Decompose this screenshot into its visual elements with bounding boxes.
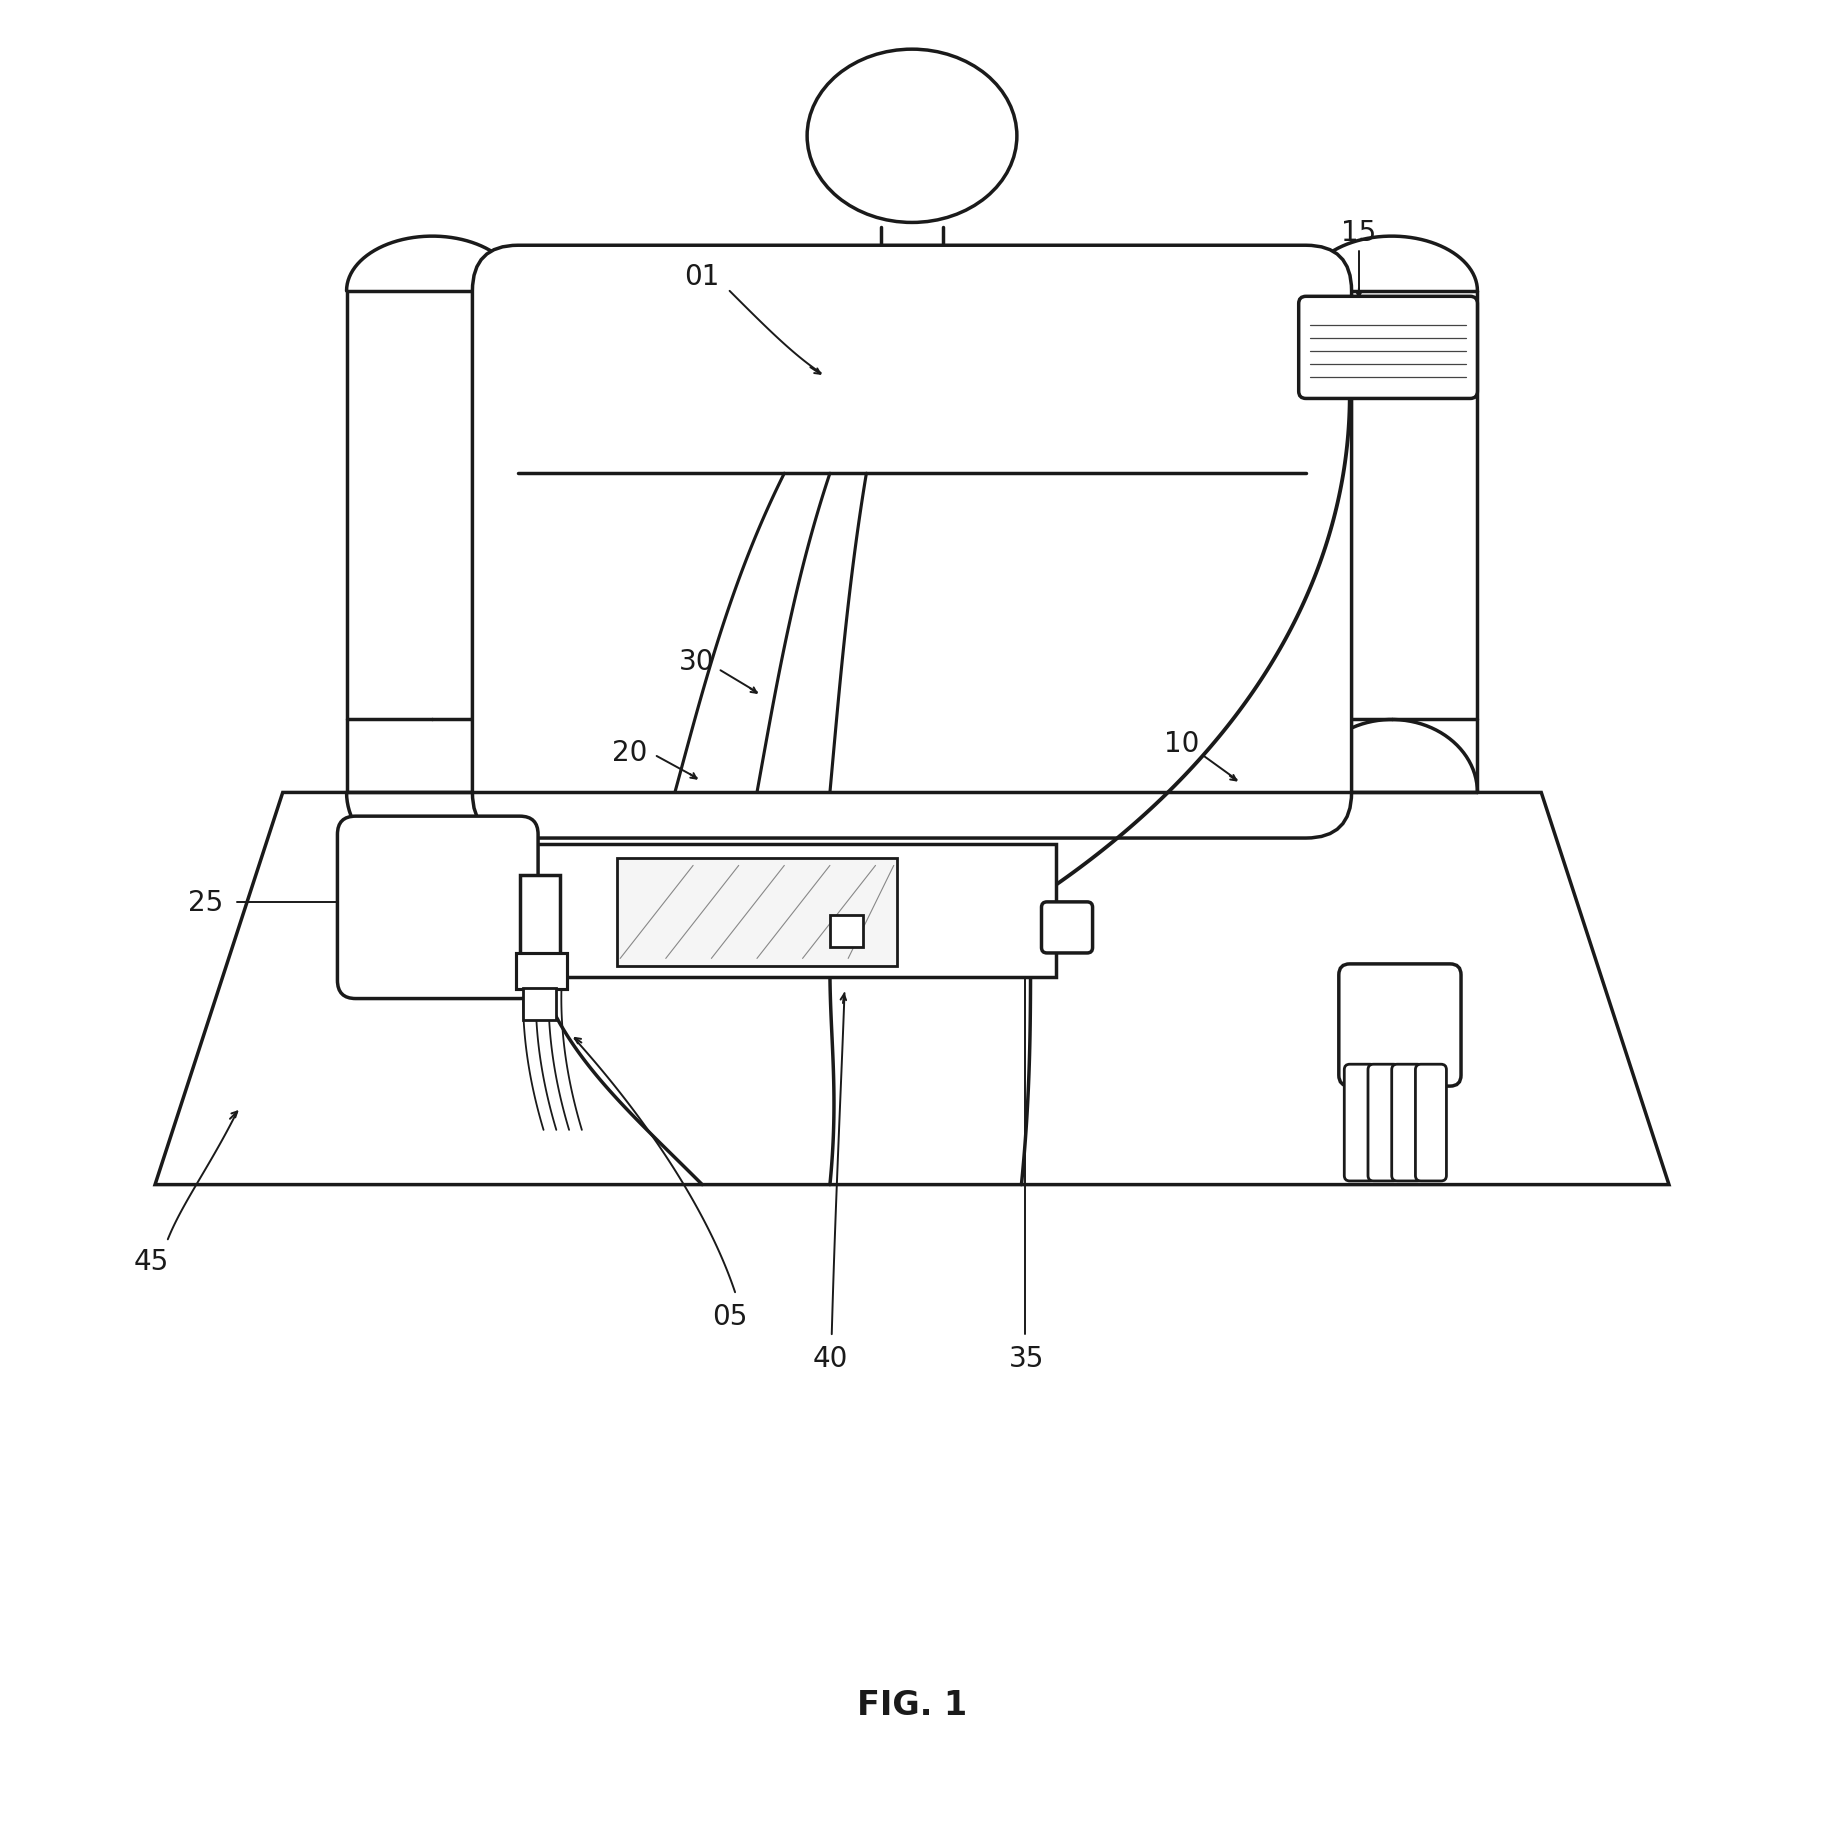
Bar: [520, 875, 560, 957]
Text: 40: 40: [811, 1344, 848, 1373]
Text: 05: 05: [711, 1302, 747, 1331]
Text: 01: 01: [684, 263, 720, 292]
FancyBboxPatch shape: [1367, 1065, 1398, 1181]
Text: 35: 35: [1008, 1344, 1045, 1373]
Text: 25: 25: [188, 888, 224, 917]
Bar: [516, 953, 567, 990]
FancyBboxPatch shape: [1415, 1065, 1446, 1181]
Text: 30: 30: [678, 647, 715, 676]
FancyBboxPatch shape: [1041, 902, 1092, 953]
FancyBboxPatch shape: [512, 844, 1056, 977]
Bar: [523, 988, 556, 1021]
Text: 10: 10: [1163, 729, 1200, 758]
Polygon shape: [155, 793, 1668, 1185]
FancyBboxPatch shape: [1338, 964, 1460, 1087]
FancyBboxPatch shape: [337, 817, 538, 999]
FancyBboxPatch shape: [1298, 297, 1477, 399]
Text: FIG. 1: FIG. 1: [857, 1688, 966, 1721]
FancyBboxPatch shape: [616, 859, 897, 966]
FancyBboxPatch shape: [1344, 1065, 1375, 1181]
Text: 20: 20: [611, 738, 647, 767]
Ellipse shape: [806, 51, 1017, 224]
FancyBboxPatch shape: [1391, 1065, 1422, 1181]
Bar: [829, 915, 862, 948]
Text: 15: 15: [1340, 219, 1376, 248]
FancyBboxPatch shape: [472, 246, 1351, 839]
Text: 45: 45: [133, 1247, 170, 1276]
